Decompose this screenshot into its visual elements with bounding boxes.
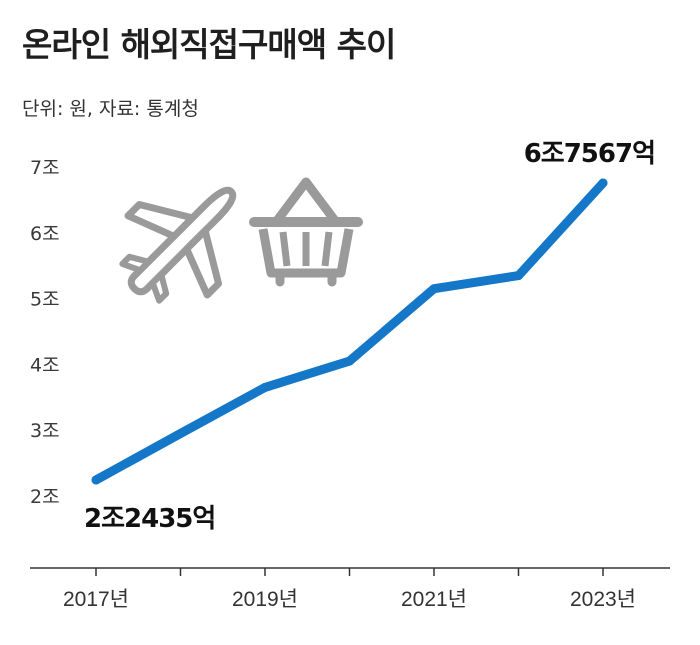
data-point [598, 178, 608, 188]
chart-title: 온라인 해외직접구매액 추이 [22, 25, 396, 64]
start-value-label: 2조2435억 [84, 504, 215, 534]
shopping-basket-icon [249, 177, 363, 287]
data-point [260, 382, 270, 392]
x-tick-label: 2021년 [401, 588, 467, 611]
y-tick-label: 3조 [30, 420, 60, 442]
y-tick-label: 6조 [30, 223, 60, 245]
data-point [176, 428, 185, 438]
data-point [429, 284, 439, 294]
data-point [514, 271, 523, 281]
chart-subtitle: 단위: 원, 자료: 통계청 [22, 98, 199, 120]
data-point [345, 356, 354, 366]
x-tick-label: 2017년 [63, 588, 129, 611]
end-value-label: 6조7567억 [524, 139, 655, 169]
y-tick-label: 4조 [30, 354, 60, 376]
data-point [91, 475, 101, 485]
y-tick-label: 2조 [30, 486, 60, 508]
y-tick-label: 5조 [30, 289, 60, 311]
airplane-icon [119, 186, 237, 304]
x-tick-label: 2019년 [232, 588, 298, 611]
y-tick-label: 7조 [30, 157, 60, 179]
x-tick-label: 2023년 [570, 588, 636, 611]
